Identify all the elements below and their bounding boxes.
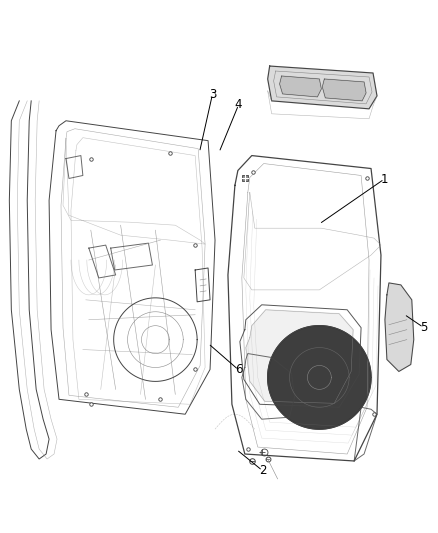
Text: 1: 1 xyxy=(381,173,388,185)
Text: 2: 2 xyxy=(259,464,266,477)
Text: 4: 4 xyxy=(235,98,242,111)
Text: 5: 5 xyxy=(420,321,427,334)
Polygon shape xyxy=(246,310,353,403)
Text: 6: 6 xyxy=(235,364,242,376)
Polygon shape xyxy=(279,76,321,97)
Polygon shape xyxy=(268,66,377,109)
Polygon shape xyxy=(385,283,414,372)
Polygon shape xyxy=(322,79,366,101)
Text: 3: 3 xyxy=(209,87,216,101)
Polygon shape xyxy=(268,326,371,429)
